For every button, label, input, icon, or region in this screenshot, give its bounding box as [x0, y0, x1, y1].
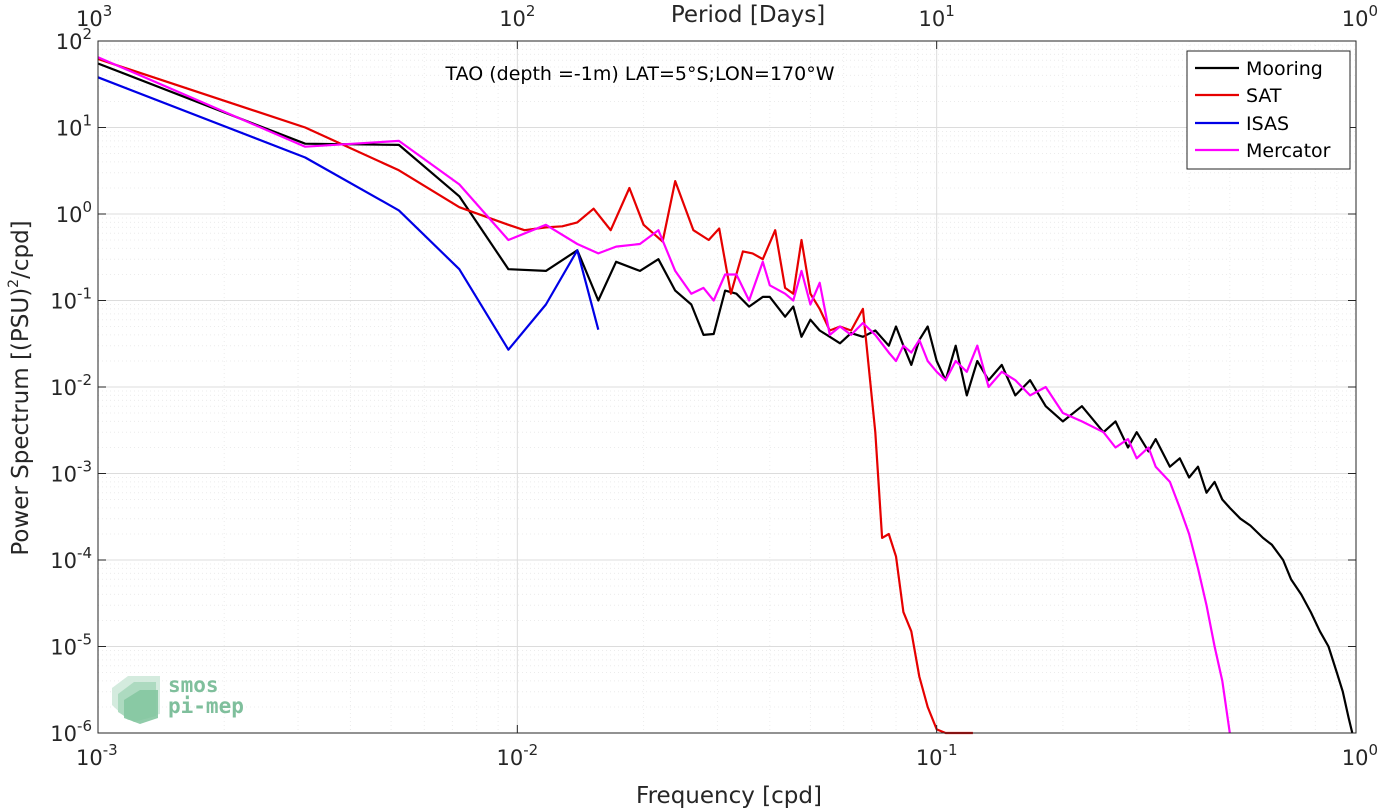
y-tick-label: 101 — [56, 112, 92, 141]
series-line-mooring — [97, 62, 1354, 734]
y-tick-label-base: 10 — [56, 203, 83, 227]
legend-label-isas: ISAS — [1246, 113, 1289, 135]
top-tick-label-exp: 2 — [526, 2, 536, 20]
y-tick-label-exp: -5 — [77, 631, 92, 649]
logo-text-line2: pi-mep — [168, 694, 244, 718]
y-tick-label-base: 10 — [50, 463, 77, 487]
series-line-isas — [97, 76, 600, 351]
top-tick-label-exp: 0 — [1368, 2, 1378, 20]
logo-shape-front — [124, 690, 158, 724]
y-tick-label-exp: 0 — [82, 198, 92, 216]
y-axis-label-tail: /cpd] — [8, 220, 34, 279]
x-axis-label: Frequency [cpd] — [636, 783, 822, 809]
y-tick-label-exp: -4 — [77, 544, 92, 562]
top-tick-label: 102 — [499, 2, 535, 31]
top-tick-label-exp: 1 — [945, 2, 955, 20]
y-tick-label: 10-1 — [50, 285, 92, 314]
y-tick-label: 10-2 — [50, 371, 92, 400]
y-tick-label-base: 10 — [50, 722, 77, 746]
x-tick-label-exp: -3 — [103, 741, 118, 759]
x-tick-label-exp: -1 — [943, 741, 958, 759]
x-tick-label-base: 10 — [496, 746, 523, 770]
series-lines — [97, 56, 1354, 735]
legend-label-mooring: Mooring — [1246, 58, 1323, 80]
top-tick-label-base: 10 — [499, 7, 526, 31]
x-tick-label: 10-2 — [496, 741, 538, 770]
y-tick-label: 10-3 — [50, 458, 92, 487]
y-tick-label: 10-4 — [50, 544, 92, 573]
legend-label-sat: SAT — [1246, 85, 1282, 107]
y-tick-label-exp: -6 — [77, 717, 92, 735]
top-tick-label-exp: 3 — [103, 2, 113, 20]
top-axis-label: Period [Days] — [671, 2, 825, 28]
y-axis-label-sup: 2 — [6, 279, 22, 288]
smos-pi-mep-logo: smos pi-mep — [112, 673, 244, 724]
y-tick-label: 10-6 — [50, 717, 92, 746]
y-tick-label-base: 10 — [50, 636, 77, 660]
x-tick-label-base: 10 — [1342, 746, 1369, 770]
y-tick-label: 102 — [56, 25, 92, 54]
y-tick-label-exp: -3 — [77, 458, 92, 476]
legend-label-mercator: Mercator — [1246, 140, 1331, 162]
y-tick-label-exp: 1 — [82, 112, 92, 130]
y-tick-label: 100 — [56, 198, 92, 227]
y-tick-label-base: 10 — [50, 290, 77, 314]
y-tick-label-exp: 2 — [82, 25, 92, 43]
x-tick-label: 100 — [1342, 741, 1378, 770]
x-tick-label-exp: -2 — [523, 741, 538, 759]
top-tick-label: 101 — [919, 2, 955, 31]
top-tick-label-base: 10 — [1342, 7, 1369, 31]
y-axis-label-main: Power Spectrum [(PSU) — [8, 288, 34, 556]
y-tick-label: 10-5 — [50, 631, 92, 660]
y-tick-label-base: 10 — [50, 549, 77, 573]
legend: Mooring SAT ISAS Mercator — [1186, 50, 1351, 170]
x-tick-label-base: 10 — [76, 746, 103, 770]
y-tick-label-base: 10 — [50, 376, 77, 400]
top-tick-label: 103 — [76, 2, 112, 31]
series-line-mercator — [97, 56, 1231, 734]
top-tick-label-base: 10 — [76, 7, 103, 31]
y-tick-label-base: 10 — [56, 30, 83, 54]
y-tick-label-base: 10 — [56, 117, 83, 141]
logo-text-line1: smos — [168, 673, 219, 697]
y-axis-label: Power Spectrum [(PSU)2/cpd] — [6, 220, 34, 555]
x-tick-label: 10-3 — [76, 741, 118, 770]
x-tick-label-base: 10 — [916, 746, 943, 770]
top-tick-label-base: 10 — [919, 7, 946, 31]
x-tick-label: 10-1 — [916, 741, 958, 770]
y-tick-label-exp: -2 — [77, 371, 92, 389]
top-tick-label: 100 — [1342, 2, 1378, 31]
series-line-sat — [97, 57, 973, 735]
grid — [97, 40, 1357, 734]
x-tick-label-exp: 0 — [1368, 741, 1378, 759]
y-tick-label-exp: -1 — [77, 285, 92, 303]
chart-title: TAO (depth =-1m) LAT=5°S;LON=170°W — [444, 63, 834, 85]
